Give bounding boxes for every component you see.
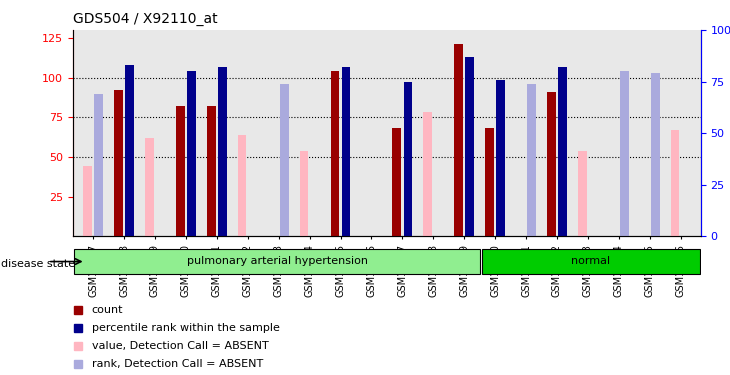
Bar	[485, 128, 494, 236]
Text: count: count	[92, 305, 123, 315]
Bar	[280, 84, 288, 236]
Bar	[83, 166, 92, 236]
Bar	[547, 92, 556, 236]
Bar	[423, 112, 432, 236]
Bar	[207, 106, 215, 236]
Bar	[218, 67, 227, 236]
Bar	[651, 74, 660, 236]
Bar	[342, 67, 350, 236]
Text: disease state: disease state	[1, 260, 76, 269]
Bar	[126, 65, 134, 236]
Bar	[238, 135, 247, 236]
Bar	[496, 80, 505, 236]
Bar	[482, 249, 700, 274]
Bar	[527, 84, 536, 236]
Bar	[145, 138, 154, 236]
Bar	[176, 106, 185, 236]
Text: normal: normal	[572, 256, 610, 266]
Text: pulmonary arterial hypertension: pulmonary arterial hypertension	[187, 256, 367, 266]
Bar	[558, 67, 567, 236]
Bar	[187, 71, 196, 236]
Text: GDS504 / X92110_at: GDS504 / X92110_at	[73, 12, 218, 26]
Bar	[466, 57, 474, 236]
Bar	[74, 249, 480, 274]
Bar	[620, 71, 629, 236]
Bar	[300, 151, 308, 236]
Text: rank, Detection Call = ABSENT: rank, Detection Call = ABSENT	[92, 359, 263, 369]
Text: percentile rank within the sample: percentile rank within the sample	[92, 323, 280, 333]
Bar	[578, 151, 587, 236]
Bar	[393, 128, 401, 236]
Bar	[454, 44, 463, 236]
Bar	[114, 90, 123, 236]
Bar	[671, 130, 680, 236]
Text: value, Detection Call = ABSENT: value, Detection Call = ABSENT	[92, 341, 269, 351]
Bar	[94, 94, 103, 236]
Bar	[331, 71, 339, 236]
Bar	[404, 82, 412, 236]
